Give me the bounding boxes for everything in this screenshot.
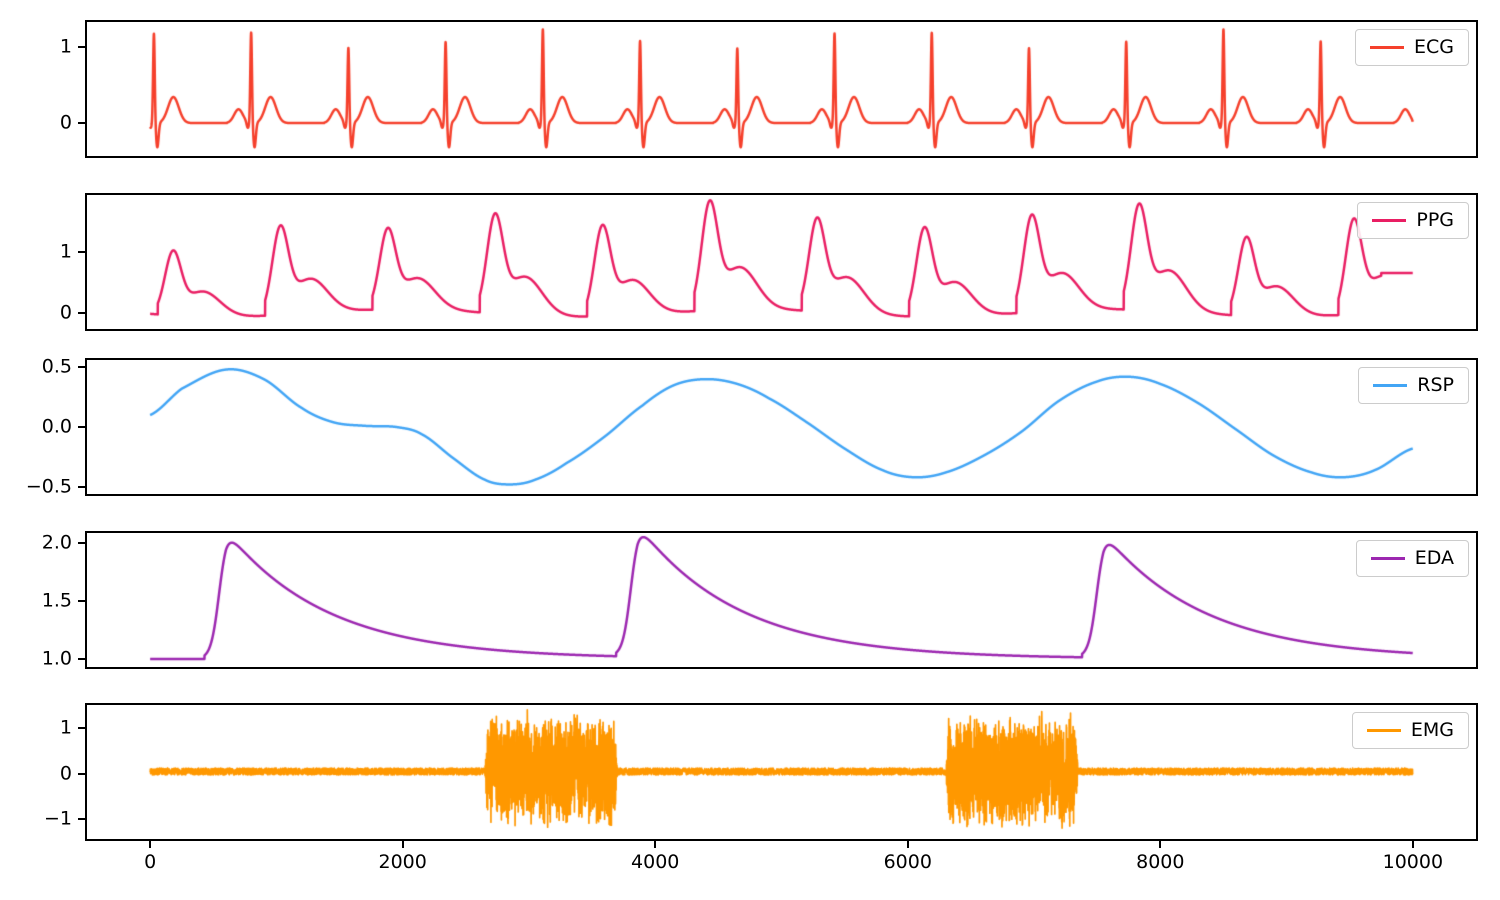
xtick-mark-8000 [1159, 841, 1162, 848]
legend-line-emg [1366, 729, 1401, 732]
legend-line-ppg [1372, 219, 1407, 222]
ytick-label-emg-1: 1 [59, 716, 72, 739]
ytick-label-emg-−1: −1 [43, 807, 72, 830]
xtick-label-6000: 6000 [883, 851, 932, 873]
ytick-mark-ppg-0 [78, 312, 85, 315]
xtick-mark-6000 [906, 841, 909, 848]
ytick-label-emg-0: 0 [59, 762, 72, 785]
legend-label-emg: EMG [1410, 719, 1454, 741]
legend-label-ppg: PPG [1416, 209, 1454, 231]
eda-signal-canvas [87, 533, 1476, 667]
legend-label-eda: EDA [1414, 547, 1454, 569]
ytick-label-eda-2.0: 2.0 [41, 531, 72, 554]
ytick-mark-emg-1 [78, 727, 85, 730]
ytick-label-ecg-0: 0 [59, 111, 72, 134]
xtick-mark-4000 [654, 841, 657, 848]
xtick-label-0: 0 [144, 851, 157, 873]
subplot-eda: EDA [85, 531, 1478, 669]
legend-ppg: PPG [1357, 202, 1469, 239]
ytick-mark-ppg-1 [78, 250, 85, 253]
ytick-label-rsp-−0.5: −0.5 [25, 475, 72, 498]
ytick-label-rsp-0.5: 0.5 [41, 355, 72, 378]
ytick-label-eda-1.5: 1.5 [41, 589, 72, 612]
legend-line-eda [1370, 557, 1405, 560]
ytick-mark-rsp-0.5 [78, 366, 85, 369]
xtick-label-8000: 8000 [1136, 851, 1185, 873]
ecg-signal-canvas [87, 22, 1476, 156]
ytick-mark-eda-1.5 [78, 600, 85, 603]
ytick-label-ecg-1: 1 [59, 35, 72, 57]
xtick-label-2000: 2000 [378, 851, 427, 873]
legend-label-rsp: RSP [1417, 374, 1454, 396]
subplot-rsp: RSP [85, 358, 1478, 496]
legend-line-rsp [1373, 384, 1408, 387]
ytick-label-rsp-0.0: 0.0 [41, 415, 72, 438]
legend-emg: EMG [1351, 712, 1469, 749]
subplot-ecg: ECG [85, 20, 1478, 158]
legend-label-ecg: ECG [1414, 36, 1454, 58]
ytick-mark-ecg-0 [78, 122, 85, 125]
xtick-mark-10000 [1411, 841, 1414, 848]
ytick-mark-ecg-1 [78, 45, 85, 48]
ytick-label-ppg-1: 1 [59, 240, 72, 263]
xtick-mark-0 [149, 841, 152, 848]
xtick-label-10000: 10000 [1382, 851, 1444, 873]
ytick-mark-rsp-−0.5 [78, 485, 85, 488]
xtick-label-4000: 4000 [631, 851, 680, 873]
legend-eda: EDA [1355, 540, 1469, 577]
emg-signal-canvas [87, 705, 1476, 839]
legend-line-ecg [1370, 46, 1404, 49]
legend-ecg: ECG [1355, 29, 1469, 66]
ytick-mark-eda-1.0 [78, 657, 85, 660]
subplot-ppg: PPG [85, 193, 1478, 331]
xtick-mark-2000 [401, 841, 404, 848]
ytick-label-eda-1.0: 1.0 [41, 647, 72, 670]
ytick-label-ppg-0: 0 [59, 301, 72, 324]
rsp-signal-canvas [87, 360, 1476, 494]
ytick-mark-emg-−1 [78, 818, 85, 821]
ytick-mark-eda-2.0 [78, 542, 85, 545]
ytick-mark-emg-0 [78, 772, 85, 775]
subplot-emg: EMG [85, 703, 1478, 841]
legend-rsp: RSP [1358, 367, 1469, 404]
ppg-signal-canvas [87, 195, 1476, 329]
ytick-mark-rsp-0.0 [78, 426, 85, 428]
